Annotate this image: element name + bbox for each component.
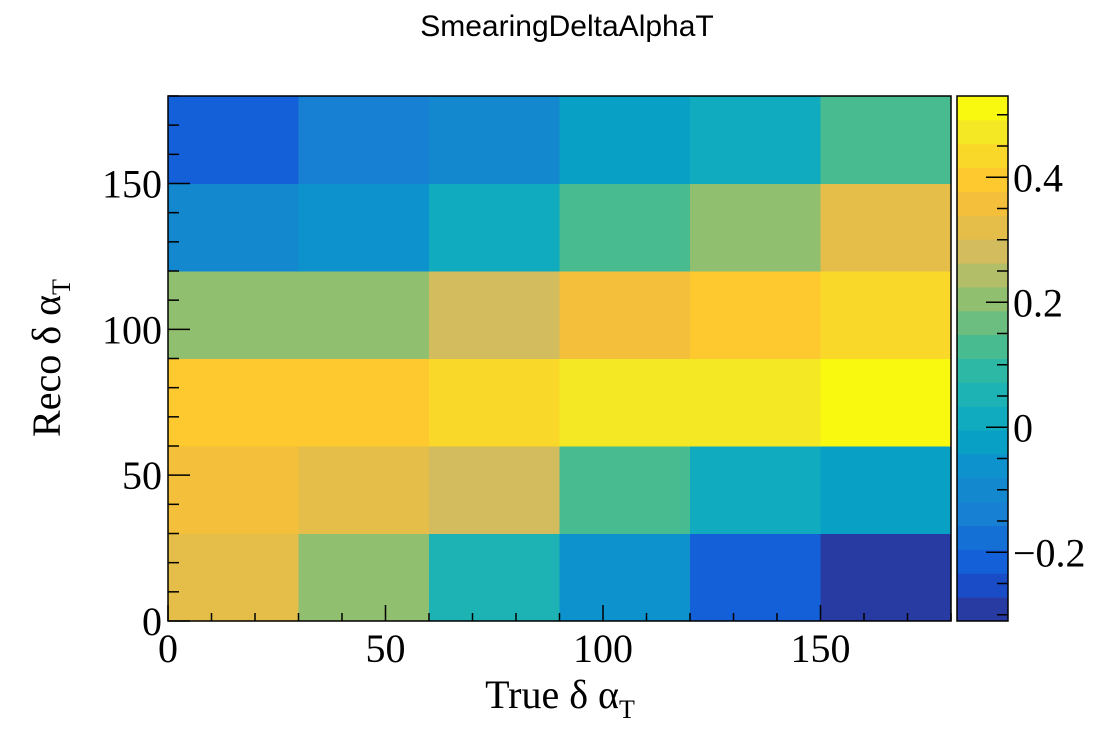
heatmap-cell [168,533,299,622]
heatmap-cell [690,271,821,359]
y-tick-label: 0 [142,599,162,644]
heatmap-cell [429,183,560,272]
heatmap-cell [168,271,299,359]
color-scale-tick-label: 0 [1013,405,1033,450]
color-scale-swatch [957,453,1008,479]
color-scale-tick-label: 0.2 [1013,280,1063,325]
color-scale-swatch [957,501,1008,527]
heatmap-cell [820,183,952,272]
color-scale-swatch [957,263,1008,288]
x-tick-label: 100 [573,626,633,671]
color-scale-swatch [957,286,1008,312]
heatmap-cell [559,271,691,359]
color-scale-swatch [957,430,1008,455]
color-scale-swatch [957,143,1008,169]
y-tick-label: 150 [102,162,162,207]
heatmap-cell [298,96,430,184]
color-scale-swatch [957,239,1008,264]
heatmap-cell [429,533,560,622]
color-scale-frame [956,95,1009,622]
x-axis-title-subscript: T [619,695,635,724]
color-scale-swatch [957,334,1008,359]
heatmap-cells [168,96,952,622]
color-scale-tick-label: 0.4 [1013,155,1063,200]
x-axis-title-text: True δ α [485,672,619,717]
heatmap-cell [559,183,691,272]
heatmap-cell [820,533,952,622]
heatmap-cell [298,183,430,272]
color-scale-swatch [957,119,1008,145]
heatmap-cell [820,446,952,534]
heatmap-cell [429,96,560,184]
color-scale-swatch [957,215,1008,240]
heatmap-cell [690,533,821,622]
heatmap-cell [168,96,299,184]
color-scale-swatch [957,573,1008,598]
color-scale-swatch [957,310,1008,336]
heatmap-cell [559,96,691,184]
heatmap-cell [298,271,430,359]
heatmap-cell [298,533,430,622]
heatmap-cell [820,358,952,447]
y-tick-label: 50 [122,453,162,498]
heatmap-cell [690,446,821,534]
chart-title: SmearingDeltaAlphaT [420,10,713,43]
heatmap-cell [690,183,821,272]
color-scale-swatch [957,358,1008,383]
y-axis-title: Reco δ αT [24,279,76,437]
color-scale-swatch [957,191,1008,216]
heatmap-cell [559,533,691,622]
heatmap-cell [298,446,430,534]
color-scale-tick-label: −0.2 [1013,530,1086,575]
y-axis: 0 50 100 150 [102,95,190,644]
x-tick-label: 150 [791,626,851,671]
color-scale-swatch [957,96,1008,121]
x-tick-label: 0 [158,626,178,671]
color-scale-axis: −0.2 0 0.2 0.4 [986,114,1086,616]
heatmap-cell [429,358,560,447]
heatmap-cell [168,358,299,447]
heatmap-cell [168,183,299,272]
heatmap-cell [168,446,299,534]
color-scale-swatch [957,525,1008,550]
color-scale-swatch [957,549,1008,574]
heatmap-cell [690,96,821,184]
x-axis: 0 50 100 150 [158,605,952,671]
color-scale-swatch [957,382,1008,407]
y-axis-title-subscript: T [47,279,76,295]
color-scale-swatch [957,167,1008,192]
heatmap-cell [429,271,560,359]
heatmap-cell [429,446,560,534]
heatmap-cell [298,358,430,447]
x-tick-label: 50 [366,626,406,671]
heatmap-cell [559,446,691,534]
heatmap-cell [820,271,952,359]
heatmap-cell [690,358,821,447]
heatmap-cell [559,358,691,447]
color-scale-bar [957,96,1008,622]
color-scale-swatch [957,597,1008,622]
y-axis-title-text: Reco δ α [24,295,69,437]
y-tick-label: 100 [102,307,162,352]
x-axis-title: True δ αT [485,672,635,724]
heatmap-cell [820,96,952,184]
